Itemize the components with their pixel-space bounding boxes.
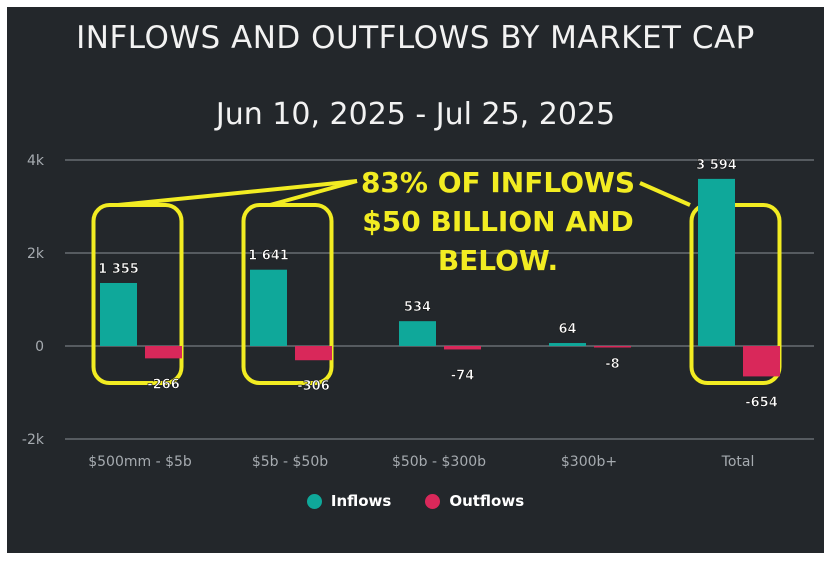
legend-swatch-inflows bbox=[306, 493, 322, 509]
annotation-callout: 83% OF INFLOWS $50 BILLION AND BELOW. bbox=[348, 163, 648, 280]
x-tick-label: $50b - $300b bbox=[392, 454, 486, 470]
data-label-outflows: -8 bbox=[605, 357, 619, 372]
x-tick-label: Total bbox=[721, 454, 755, 470]
highlight-box bbox=[241, 203, 334, 385]
data-label-outflows: -266 bbox=[147, 377, 180, 392]
callout-leader-line bbox=[117, 179, 358, 207]
annotation-line-1: 83% OF INFLOWS bbox=[360, 166, 636, 199]
legend-item-outflows: Outflows bbox=[425, 492, 524, 510]
highlight-box bbox=[689, 203, 782, 385]
legend-label-outflows: Outflows bbox=[449, 492, 525, 510]
y-tick-label: -2k bbox=[22, 432, 45, 448]
legend-label-inflows: Inflows bbox=[330, 492, 392, 510]
callout-leader-line bbox=[639, 181, 691, 207]
x-tick-label: $5b - $50b bbox=[252, 454, 328, 470]
data-label-inflows: 1 641 bbox=[248, 249, 289, 264]
y-tick-label: 0 bbox=[35, 339, 44, 355]
bar-outflows bbox=[444, 346, 481, 350]
data-label-inflows: 3 594 bbox=[696, 158, 737, 173]
chart-subtitle: Jun 10, 2025 - Jul 25, 2025 bbox=[215, 97, 616, 132]
chart-panel bbox=[7, 7, 824, 553]
chart-title: INFLOWS AND OUTFLOWS BY MARKET CAP bbox=[76, 20, 755, 56]
bar-outflows bbox=[743, 346, 780, 377]
y-tick-label: 2k bbox=[27, 246, 45, 262]
bar-outflows bbox=[145, 346, 182, 359]
data-label-inflows: 1 355 bbox=[98, 262, 139, 277]
bar-outflows bbox=[295, 346, 332, 361]
bar-inflows bbox=[698, 178, 735, 346]
legend-swatch-outflows bbox=[425, 493, 441, 509]
x-tick-label: $300b+ bbox=[561, 454, 617, 470]
data-label-inflows: 64 bbox=[558, 322, 576, 337]
data-label-inflows: 534 bbox=[404, 300, 431, 315]
annotation-line-2: $50 BILLION AND bbox=[362, 205, 634, 238]
chart-legend: Inflows Outflows bbox=[0, 492, 831, 510]
y-tick-label: 4k bbox=[27, 153, 45, 169]
bar-inflows bbox=[549, 343, 586, 346]
bar-inflows bbox=[250, 269, 287, 346]
callout-leader-line bbox=[269, 179, 358, 207]
data-label-outflows: -74 bbox=[451, 368, 475, 383]
bar-inflows bbox=[399, 321, 436, 346]
legend-item-inflows: Inflows bbox=[306, 492, 392, 510]
annotation-line-3: BELOW. bbox=[437, 244, 559, 277]
bar-outflows bbox=[594, 346, 631, 348]
data-label-outflows: -654 bbox=[745, 395, 778, 410]
bar-inflows bbox=[100, 282, 137, 346]
x-tick-label: $500mm - $5b bbox=[88, 454, 192, 470]
data-label-outflows: -306 bbox=[297, 379, 330, 394]
